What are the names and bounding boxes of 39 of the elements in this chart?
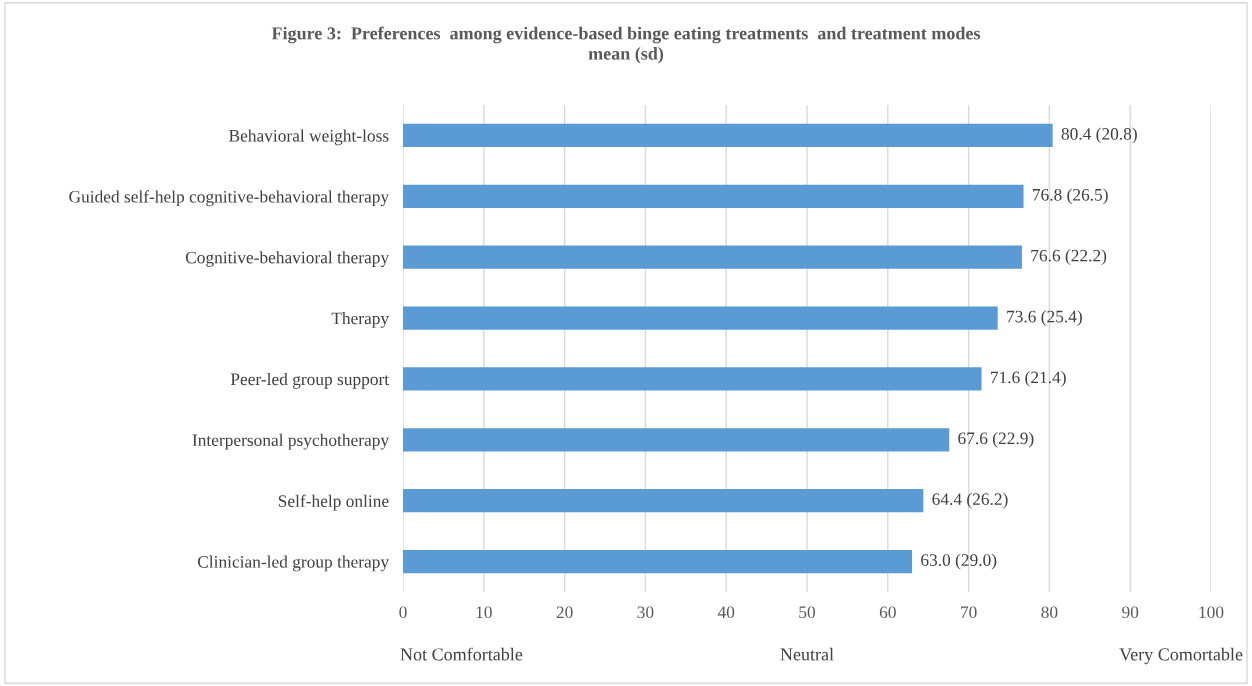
x-tick-label: 90	[1122, 606, 1139, 619]
data-label: 64.4 (26.2)	[932, 492, 1008, 509]
y-tick-label: Therapy	[331, 312, 390, 328]
text: Very Comortable	[1119, 647, 1243, 665]
bar	[403, 550, 913, 574]
data-label: 80.4 (20.8)	[1061, 127, 1137, 144]
y-tick-label: Cognitive-behavioral therapy	[185, 251, 390, 267]
bar	[403, 428, 950, 452]
y-tick-label: Interpersonal psychotherapy	[192, 433, 390, 450]
x-tick-label: 30	[637, 606, 654, 619]
y-tick-label: Behavioral weight-loss	[229, 129, 389, 146]
bar	[403, 123, 1053, 147]
data-label: 76.6 (22.2)	[1031, 249, 1107, 266]
x-tick-label: 50	[799, 606, 816, 619]
data-label: 71.6 (21.4)	[991, 371, 1066, 387]
bar	[403, 245, 1022, 269]
x-tick-label: 100	[1199, 606, 1224, 619]
y-tick-label: Peer-led group support	[230, 372, 390, 389]
data-label: 63.0 (29.0)	[921, 553, 997, 570]
y-tick-label: Self-help online	[278, 494, 389, 511]
x-tick-label: 10	[476, 606, 492, 619]
bar	[403, 367, 982, 391]
data-label: 73.6 (25.4)	[1007, 310, 1082, 326]
x-tick-label: 70	[961, 606, 977, 619]
bar	[403, 184, 1024, 208]
x-tick-label: 40	[717, 606, 735, 619]
x-tick-label: 20	[556, 606, 573, 619]
data-label: 67.6 (22.9)	[958, 431, 1034, 448]
y-tick-label: Guided self-help cognitive-behavioral therapy	[69, 190, 390, 207]
y-tick-label: Clinician-led group therapy	[197, 555, 390, 572]
x-tick-label: 60	[879, 606, 896, 619]
text: Neutral	[780, 647, 834, 661]
x-tick-label: 0	[399, 606, 407, 619]
bar	[403, 489, 924, 513]
data-label: 76.8 (26.5)	[1033, 188, 1108, 205]
x-tick-label: 80	[1041, 606, 1058, 619]
bar	[403, 306, 998, 330]
chart-title: Figure 3: Preferences among evidence-based binge eating treatments and treatment modes mean (sd)	[271, 26, 981, 64]
text: Not Comfortable	[400, 647, 523, 661]
